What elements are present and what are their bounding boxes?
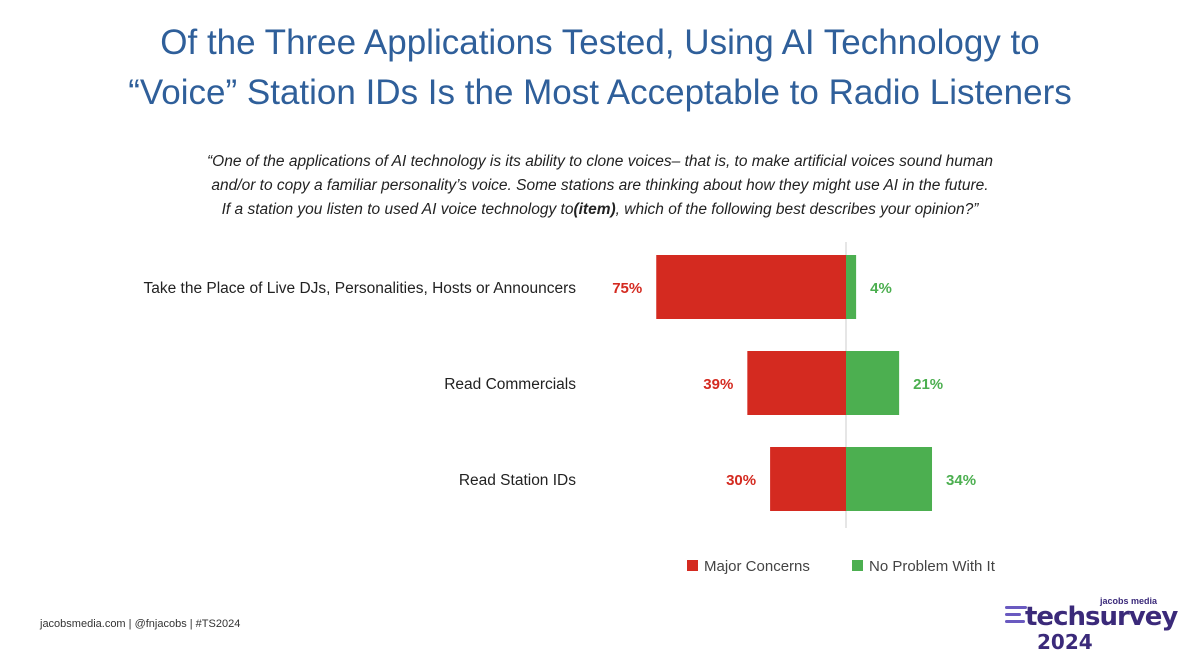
category-label: Read Station IDs	[459, 472, 576, 489]
question-line-1: “One of the applications of AI technolog…	[206, 153, 994, 170]
data-label-no-problem: 34%	[946, 472, 976, 489]
title-line-2: “Voice” Station IDs Is the Most Acceptab…	[128, 73, 1072, 112]
category-label: Read Commercials	[444, 376, 576, 393]
question-line-3-end: , which of the following best describes …	[615, 201, 979, 218]
bar-no-problem	[846, 351, 900, 415]
logo-year: 2024	[1037, 630, 1093, 654]
logo-word: techsurvey	[1025, 602, 1178, 632]
bar-no-problem	[846, 447, 933, 511]
bar-major-concerns	[656, 255, 846, 319]
survey-question: “One of the applications of AI technolog…	[100, 150, 1100, 222]
logo-brand: jacobs media	[1099, 596, 1157, 606]
data-label-major-concerns: 30%	[726, 472, 756, 489]
data-label-major-concerns: 39%	[703, 376, 733, 393]
data-label-no-problem: 21%	[913, 376, 943, 393]
techsurvey-logo: jacobs media techsurvey 2024	[1005, 596, 1178, 656]
speed-lines-icon	[1005, 606, 1031, 628]
data-label-no-problem: 4%	[870, 280, 892, 297]
legend-label-major-concerns: Major Concerns	[704, 558, 810, 575]
bar-major-concerns	[770, 447, 846, 511]
category-label: Take the Place of Live DJs, Personalitie…	[144, 280, 577, 297]
question-line-2: and/or to copy a familiar personality’s …	[211, 177, 989, 194]
bar-no-problem	[846, 255, 857, 319]
legend-swatch-no-problem	[852, 560, 863, 571]
title-line-1: Of the Three Applications Tested, Using …	[160, 23, 1040, 62]
question-item-placeholder: (item)	[573, 201, 616, 218]
data-label-major-concerns: 75%	[612, 280, 642, 297]
footer-credits: jacobsmedia.com | @fnjacobs | #TS2024	[40, 618, 241, 630]
legend-label-no-problem: No Problem With It	[869, 558, 996, 575]
legend-swatch-major-concerns	[687, 560, 698, 571]
question-line-3-start: If a station you listen to used AI voice…	[221, 201, 574, 218]
slide-title: Of the Three Applications Tested, Using …	[40, 18, 1160, 118]
bar-major-concerns	[747, 351, 846, 415]
